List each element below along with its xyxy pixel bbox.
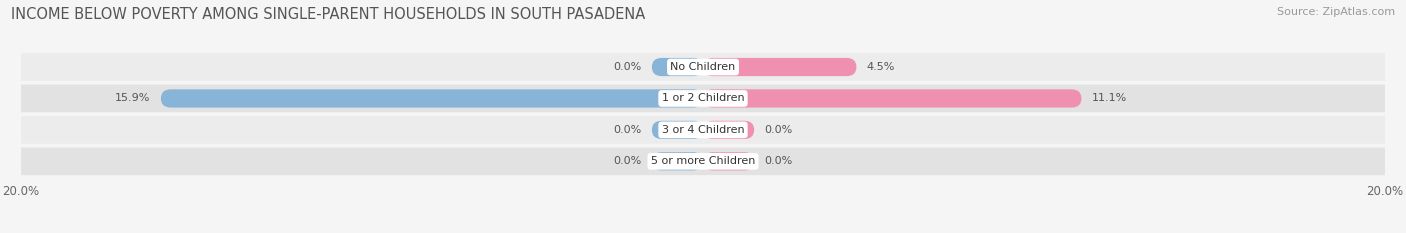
- Text: No Children: No Children: [671, 62, 735, 72]
- Text: Source: ZipAtlas.com: Source: ZipAtlas.com: [1277, 7, 1395, 17]
- Text: 0.0%: 0.0%: [765, 156, 793, 166]
- FancyBboxPatch shape: [21, 147, 1385, 175]
- FancyBboxPatch shape: [21, 53, 1385, 81]
- FancyBboxPatch shape: [160, 89, 703, 108]
- Text: 4.5%: 4.5%: [866, 62, 896, 72]
- Text: INCOME BELOW POVERTY AMONG SINGLE-PARENT HOUSEHOLDS IN SOUTH PASADENA: INCOME BELOW POVERTY AMONG SINGLE-PARENT…: [11, 7, 645, 22]
- Text: 0.0%: 0.0%: [765, 125, 793, 135]
- Text: 11.1%: 11.1%: [1091, 93, 1128, 103]
- FancyBboxPatch shape: [21, 85, 1385, 112]
- Text: 1 or 2 Children: 1 or 2 Children: [662, 93, 744, 103]
- FancyBboxPatch shape: [703, 152, 754, 170]
- FancyBboxPatch shape: [703, 58, 856, 76]
- Text: 0.0%: 0.0%: [613, 62, 641, 72]
- Text: 3 or 4 Children: 3 or 4 Children: [662, 125, 744, 135]
- Text: 0.0%: 0.0%: [613, 156, 641, 166]
- FancyBboxPatch shape: [703, 121, 754, 139]
- FancyBboxPatch shape: [652, 121, 703, 139]
- Text: 5 or more Children: 5 or more Children: [651, 156, 755, 166]
- FancyBboxPatch shape: [652, 152, 703, 170]
- Text: 0.0%: 0.0%: [613, 125, 641, 135]
- Text: 15.9%: 15.9%: [115, 93, 150, 103]
- FancyBboxPatch shape: [652, 58, 703, 76]
- FancyBboxPatch shape: [21, 116, 1385, 144]
- FancyBboxPatch shape: [703, 89, 1081, 108]
